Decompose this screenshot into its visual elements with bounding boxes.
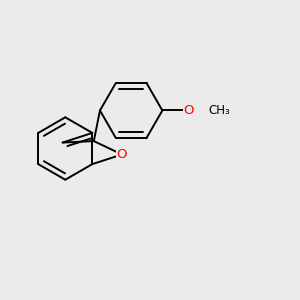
Text: O: O [117,148,127,161]
Text: CH₃: CH₃ [208,104,230,117]
Text: O: O [184,104,194,117]
